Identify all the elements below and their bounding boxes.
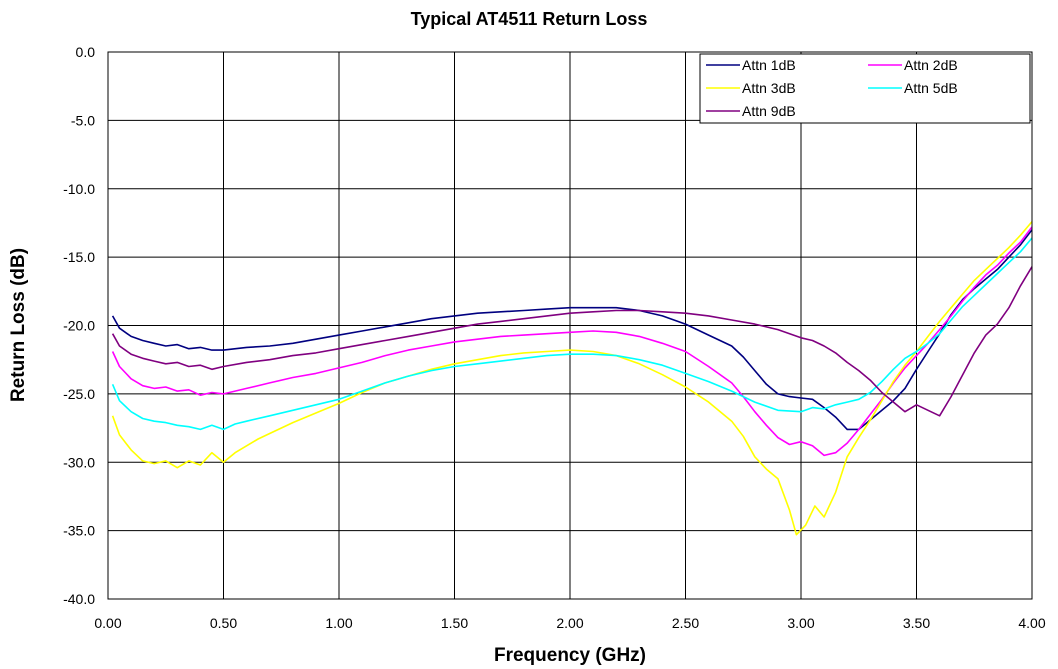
- plot-frame: [107, 51, 1033, 600]
- y-tick-label: 0.0: [76, 44, 96, 60]
- y-tick-label: -20.0: [63, 318, 95, 334]
- series-line-attn-5db: [111, 237, 1033, 431]
- y-axis-label: Return Loss (dB): [8, 248, 29, 402]
- y-tick-label: -40.0: [63, 591, 95, 607]
- x-tick-label: 1.50: [441, 615, 468, 631]
- legend-label: Attn 5dB: [904, 80, 958, 96]
- legend-label: Attn 2dB: [904, 57, 958, 73]
- legend-label: Attn 3dB: [742, 80, 796, 96]
- legend-label: Attn 9dB: [742, 103, 796, 119]
- x-tick-label: 0.50: [210, 615, 237, 631]
- legend-label: Attn 1dB: [742, 57, 796, 73]
- x-tick-label: 3.00: [787, 615, 814, 631]
- chart-title: Typical AT4511 Return Loss: [411, 9, 648, 29]
- x-tick-label: 3.50: [903, 615, 930, 631]
- x-tick-label: 2.00: [556, 615, 583, 631]
- y-tick-label: -15.0: [63, 249, 95, 265]
- y-tick-label: -10.0: [63, 181, 95, 197]
- y-axis-ticks: 0.0 -5.0 -10.0 -15.0 -20.0 -25.0 -30.0 -35.0 -40…: [63, 44, 95, 607]
- x-tick-label: 1.00: [325, 615, 352, 631]
- x-axis-ticks: 0.00 0.50 1.00 1.50 2.00 2.50 3.00 3.50 4.00: [94, 615, 1045, 631]
- y-tick-label: -5.0: [71, 112, 95, 128]
- series-line-attn-1db: [111, 229, 1033, 431]
- legend: Attn 1dB Attn 2dB Attn 3dB Attn 5dB Attn 9dB: [699, 53, 1031, 124]
- y-tick-label: -30.0: [63, 454, 95, 470]
- y-tick-label: -25.0: [63, 386, 95, 402]
- series-line-attn-3db: [111, 221, 1033, 536]
- y-tick-label: -35.0: [63, 523, 95, 539]
- series-line-attn-9db: [111, 266, 1033, 417]
- legend-box: [699, 53, 1031, 124]
- x-axis-label: Frequency (GHz): [494, 645, 646, 666]
- series-line-attn-2db: [111, 226, 1033, 457]
- x-tick-label: 0.00: [94, 615, 121, 631]
- x-tick-label: 2.50: [672, 615, 699, 631]
- x-tick-label: 4.00: [1018, 615, 1045, 631]
- series-lines: [111, 221, 1033, 536]
